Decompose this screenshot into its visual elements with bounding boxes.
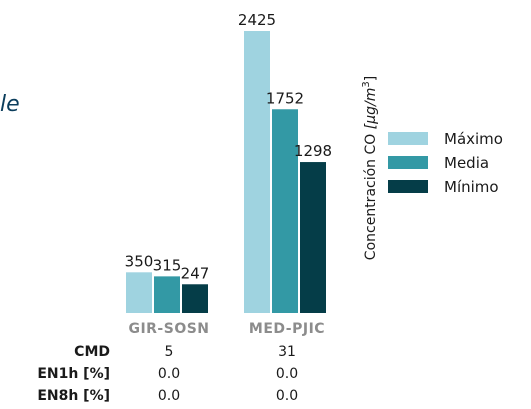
table-row-label: CMD: [74, 344, 110, 360]
table-cell: 0.0: [276, 388, 298, 404]
table-cell: 5: [165, 344, 174, 360]
category-label: GIR-SOSN: [128, 321, 209, 337]
legend: Máximo Media Mínimo: [388, 130, 503, 196]
category-label: MED-PJIC: [249, 321, 325, 337]
y-axis-label-main: Concentración CO: [363, 129, 379, 260]
value-labels-group: 350 315 247 2425 1752 1298: [125, 11, 332, 282]
y-axis-label: Concentración CO [μg/m3]: [361, 76, 379, 260]
table-cell: 0.0: [158, 388, 180, 404]
bar-value-label: 1298: [294, 142, 332, 160]
y-axis-label-unit: [μg/m: [363, 88, 379, 130]
category-labels-group: GIR-SOSN MED-PJIC: [128, 321, 325, 337]
legend-label: Máximo: [444, 130, 503, 148]
y-axis-label-exp: 3: [361, 81, 372, 87]
table-cell: 0.0: [158, 366, 180, 382]
bar-gir-sosn-2: [154, 276, 180, 313]
bar-value-label: 315: [153, 256, 182, 274]
bar-value-label: 350: [125, 252, 154, 270]
bar-value-label: 247: [181, 264, 210, 282]
table-cell: 0.0: [276, 366, 298, 382]
bar-value-label: 2425: [238, 11, 276, 29]
y-axis-label-close: ]: [363, 76, 379, 81]
legend-swatch: [388, 156, 428, 169]
bar-value-label: 1752: [266, 89, 304, 107]
bar-gir-sosn-3: [182, 284, 208, 313]
table-cell: 31: [278, 344, 296, 360]
bars-group: [126, 31, 326, 313]
legend-label: Media: [444, 154, 489, 172]
bar-med-pjic-3: [300, 162, 326, 313]
legend-swatch: [388, 180, 428, 193]
bar-gir-sosn-1: [126, 272, 152, 313]
bar-med-pjic-1: [244, 31, 270, 313]
table-row-label: EN8h [%]: [37, 388, 110, 404]
table-row-label: EN1h [%]: [37, 366, 110, 382]
stats-table: CMD 5 31 EN1h [%] 0.0 0.0 EN8h [%] 0.0 0.0: [37, 344, 298, 404]
legend-label: Mínimo: [444, 178, 499, 196]
title-fragment: le: [0, 92, 20, 117]
bar-med-pjic-2: [272, 109, 298, 313]
legend-swatch: [388, 132, 428, 145]
